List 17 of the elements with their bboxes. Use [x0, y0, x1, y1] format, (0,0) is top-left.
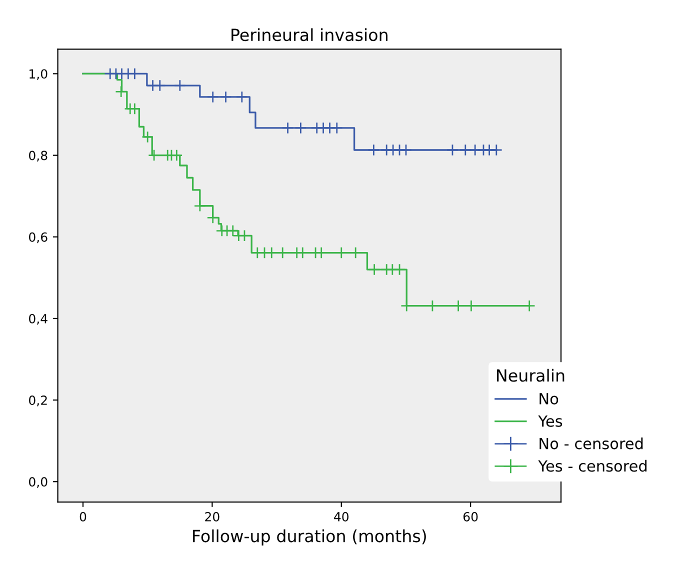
x-tick-label: 20	[205, 512, 220, 522]
x-tick-label: 40	[334, 512, 348, 522]
legend-label: No	[540, 393, 558, 404]
y-tick-label: 0,4	[29, 314, 48, 325]
y-tick-label: 0,6	[29, 232, 48, 244]
legend-label: Yes - censored	[538, 460, 646, 472]
y-tick-label: 0,8	[29, 150, 48, 162]
y-tick-label: 0,0	[29, 477, 48, 488]
legend-label: No - censored	[540, 437, 643, 450]
x-tick-label: 0	[80, 512, 86, 522]
y-tick-label: 1,0	[30, 69, 48, 80]
chart-title: Perineural invasion	[232, 28, 388, 42]
legend-label: Yes	[538, 416, 562, 427]
x-axis-title: Follow-up duration (months)	[193, 529, 426, 546]
x-tick-label: 60	[463, 512, 478, 522]
legend-title: Neuralin	[497, 368, 564, 382]
y-tick-label: 0,2	[29, 396, 47, 406]
